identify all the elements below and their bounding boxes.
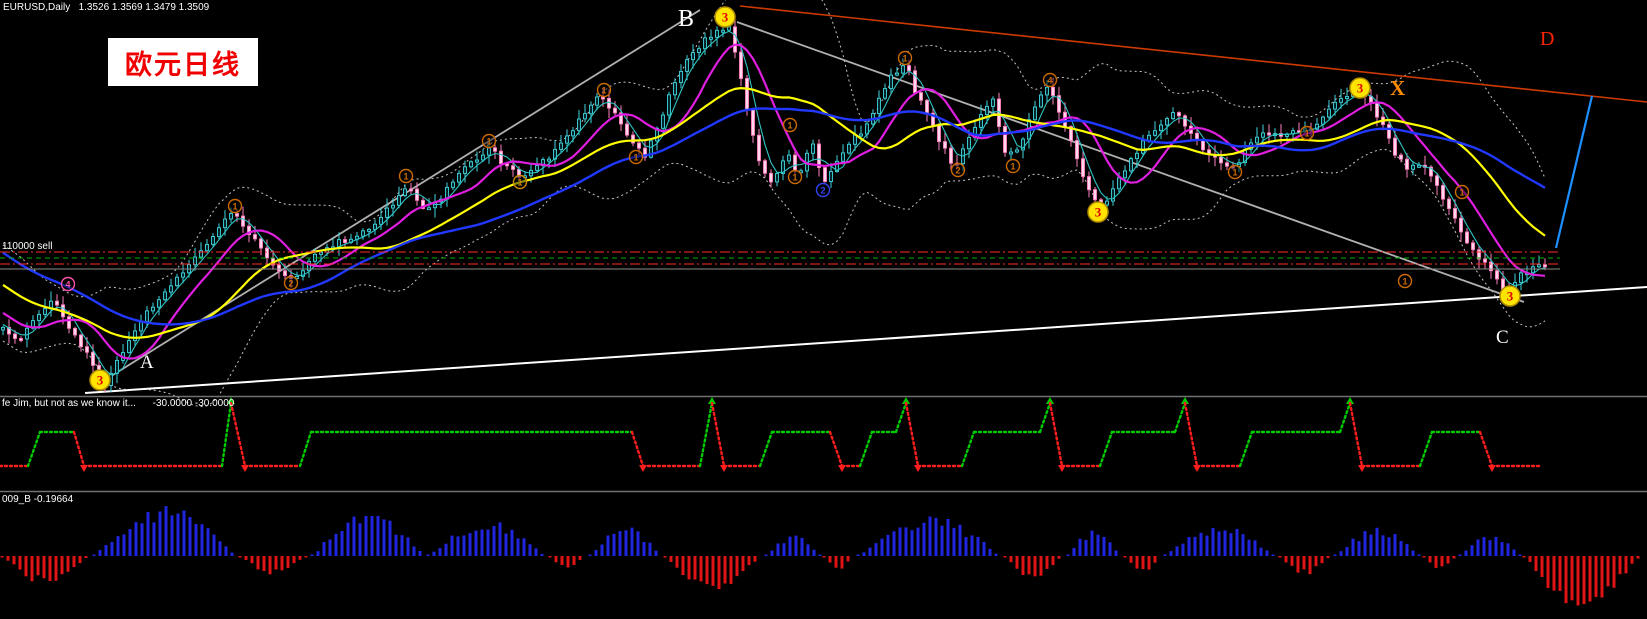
histogram-indicator-readout: 009_B -0.19664 bbox=[2, 494, 74, 505]
svg-text:1: 1 bbox=[1232, 167, 1237, 177]
svg-text:1: 1 bbox=[232, 201, 237, 211]
svg-text:4: 4 bbox=[65, 279, 70, 289]
svg-text:1: 1 bbox=[1010, 161, 1015, 171]
svg-text:2: 2 bbox=[288, 278, 293, 288]
svg-text:1: 1 bbox=[486, 136, 491, 146]
svg-text:1: 1 bbox=[902, 53, 907, 63]
svg-text:C: C bbox=[1496, 327, 1509, 348]
svg-text:1: 1 bbox=[1304, 128, 1309, 138]
svg-text:3: 3 bbox=[1507, 289, 1514, 304]
moving-average-layer bbox=[2, 30, 1546, 376]
histogram-layer bbox=[0, 506, 1640, 606]
svg-text:3: 3 bbox=[97, 373, 104, 388]
svg-text:1: 1 bbox=[403, 171, 408, 181]
svg-text:1: 1 bbox=[633, 152, 638, 162]
svg-text:2: 2 bbox=[820, 185, 825, 195]
markers-layer: B A C X D 3 3 3 3 3 4 1 2 1 1 1 1 1 1 1 2 1 2 1 4 1 1 1 1 bbox=[60, 6, 1554, 391]
horizontal-lines-layer bbox=[0, 251, 1647, 493]
svg-text:1: 1 bbox=[601, 85, 606, 95]
svg-text:1: 1 bbox=[1459, 187, 1464, 197]
svg-text:X: X bbox=[1390, 76, 1405, 100]
svg-text:A: A bbox=[140, 352, 154, 373]
svg-text:B: B bbox=[678, 6, 694, 32]
swing-indicator-layer bbox=[0, 397, 1542, 472]
trendline-layer bbox=[84, 5, 1647, 394]
svg-text:1: 1 bbox=[787, 120, 792, 130]
chart-annotation-box[interactable]: 欧元日线 bbox=[108, 38, 258, 86]
svg-text:1: 1 bbox=[792, 172, 797, 182]
order-line-label: 110000 sell bbox=[2, 241, 53, 252]
candles-layer bbox=[1, 17, 1547, 392]
svg-text:4: 4 bbox=[1047, 75, 1052, 85]
svg-text:3: 3 bbox=[1357, 81, 1364, 96]
swing-indicator-readout: fe Jim, but not as we know it... -30.000… bbox=[2, 398, 235, 409]
symbol-ohlc-readout: EURUSD,Daily 1.3526 1.3569 1.3479 1.3509 bbox=[3, 2, 210, 13]
chart-annotation-text: 欧元日线 bbox=[125, 49, 241, 80]
svg-text:3: 3 bbox=[722, 10, 729, 25]
bollinger-layer bbox=[2, 0, 1546, 408]
svg-text:1: 1 bbox=[517, 177, 522, 187]
svg-text:D: D bbox=[1540, 28, 1554, 50]
svg-text:2: 2 bbox=[955, 165, 960, 175]
svg-text:3: 3 bbox=[1095, 205, 1102, 220]
svg-text:1: 1 bbox=[1402, 276, 1407, 286]
